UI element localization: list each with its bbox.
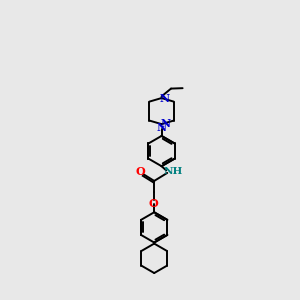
Text: O: O [135,166,145,177]
Text: N: N [157,122,167,134]
Text: N: N [160,118,170,129]
Text: NH: NH [164,167,183,176]
Text: O: O [148,198,158,209]
Text: N: N [160,93,170,104]
